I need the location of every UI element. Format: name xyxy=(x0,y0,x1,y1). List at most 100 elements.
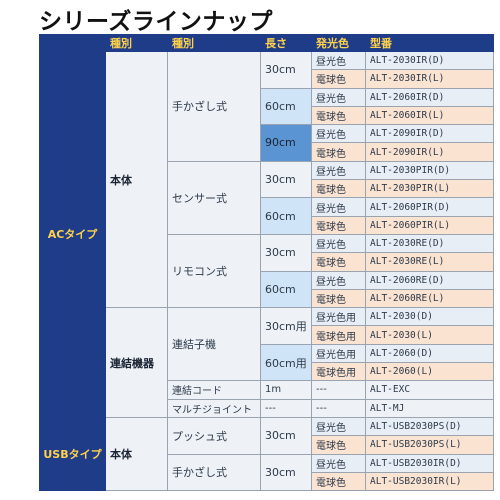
color-cell: --- xyxy=(311,398,366,418)
table-row: 連結コード 1m --- ALT-EXC xyxy=(40,380,494,400)
color-cell: 電球色 xyxy=(311,179,366,199)
model-cell: ALT-USB2030IR(D) xyxy=(365,453,494,473)
color-cell: 電球色 xyxy=(311,215,366,235)
length-cell: 30cm xyxy=(260,51,312,89)
model-cell: ALT-USB2030PS(L) xyxy=(365,435,494,455)
model-cell: ALT-2090IR(L) xyxy=(365,142,494,162)
color-cell: 昼光色用 xyxy=(311,307,366,327)
color-cell: 電球色 xyxy=(311,142,366,162)
header-light-color: 発光色 xyxy=(311,34,366,52)
table-row: USBタイプ 本体 プッシュ式 30cm 昼光色 ALT-USB2030PS(D… xyxy=(39,416,494,492)
model-cell: ALT-2060PIR(L) xyxy=(365,215,494,235)
model-cell: ALT-USB2030PS(D) xyxy=(365,416,494,437)
header-model: 型番 xyxy=(365,34,494,52)
model-cell: ALT-2030PIR(D) xyxy=(365,160,494,181)
color-cell: 昼光色 xyxy=(311,124,366,144)
table-row: マルチジョイント --- --- ALT-MJ xyxy=(40,398,494,418)
color-cell: --- xyxy=(311,380,366,400)
color-cell: 電球色 xyxy=(311,105,366,126)
color-cell: 電球色 xyxy=(311,435,366,455)
length-cell: 60cm xyxy=(260,270,312,309)
color-cell: 昼光色 xyxy=(311,50,366,71)
model-cell: ALT-2060RE(D) xyxy=(365,270,494,290)
style-remote: リモコン式 xyxy=(167,233,261,309)
color-cell: 昼光色 xyxy=(311,270,366,290)
lineup-table: 種別 種別 長さ 発光色 型番 ACタイプ 本体 手かざし式 30cm 昼光色 … xyxy=(39,34,494,492)
header-category: 種別 xyxy=(105,34,168,52)
model-cell: ALT-2030(L) xyxy=(365,325,494,345)
model-cell: ALT-2030RE(D) xyxy=(365,233,494,254)
table-header-row: 種別 種別 長さ 発光色 型番 xyxy=(39,34,494,52)
table-row: 電球色用 ALT-2060(L) xyxy=(40,362,494,382)
kind-main: 本体 xyxy=(105,50,168,309)
color-cell: 昼光色 xyxy=(311,233,366,254)
style-link-cord: 連結コード xyxy=(167,380,261,400)
color-cell: 電球色 xyxy=(311,252,366,272)
length-cell: 30cm xyxy=(260,160,312,199)
length-cell: --- xyxy=(260,398,312,418)
model-cell: ALT-2030IR(D) xyxy=(365,50,494,71)
color-cell: 電球色 xyxy=(311,69,366,89)
table-row: 連結機器 連結子機 30cm用 昼光色用 ALT-2030(D) xyxy=(40,307,494,418)
page-title: シリーズラインナップ xyxy=(39,9,273,35)
model-cell: ALT-2030IR(L) xyxy=(365,69,494,89)
model-cell: ALT-2060PIR(D) xyxy=(365,197,494,217)
table-row: センサー式 30cm 昼光色 ALT-2030PIR(D) xyxy=(40,160,494,235)
model-cell: ALT-2090IR(D) xyxy=(365,124,494,144)
style-hand-usb: 手かざし式 xyxy=(167,453,261,492)
model-cell: ALT-2060IR(D) xyxy=(365,87,494,107)
length-cell: 60cm xyxy=(260,87,312,126)
model-cell: ALT-2060(L) xyxy=(365,362,494,382)
table-row: 60cm用 昼光色用 ALT-2060(D) xyxy=(40,343,494,382)
table-row: 60cm 昼光色 ALT-2060RE(D) xyxy=(40,270,494,309)
kind-link: 連結機器 xyxy=(105,307,168,418)
length-cell: 90cm xyxy=(260,124,312,162)
color-cell: 電球色用 xyxy=(311,325,366,345)
length-cell: 30cm xyxy=(260,453,312,492)
length-cell: 60cm用 xyxy=(260,343,312,382)
model-cell: ALT-2030(D) xyxy=(365,307,494,327)
color-cell: 電球色 xyxy=(311,288,366,309)
kind-usb-main: 本体 xyxy=(105,416,168,492)
table-row: 手かざし式 30cm 昼光色 ALT-USB2030IR(D) xyxy=(40,453,494,492)
model-cell: ALT-2030RE(L) xyxy=(365,252,494,272)
style-sensor: センサー式 xyxy=(167,160,261,235)
length-cell: 30cm用 xyxy=(260,307,312,345)
style-multi-joint: マルチジョイント xyxy=(167,398,261,418)
header-type-blank xyxy=(39,34,106,52)
header-length: 長さ xyxy=(260,34,312,52)
table-row: 電球色用 ALT-2030(L) xyxy=(40,325,494,345)
length-cell: 30cm xyxy=(260,416,312,455)
table-row: ACタイプ 本体 手かざし式 30cm 昼光色 ALT-2030IR(D) xyxy=(39,50,494,418)
color-cell: 昼光色 xyxy=(311,197,366,217)
color-cell: 昼光色 xyxy=(311,160,366,181)
table-row: 電球色 ALT-USB2030IR(L) xyxy=(40,471,494,492)
type-ac: ACタイプ xyxy=(39,51,106,418)
style-connector: 連結子機 xyxy=(167,307,261,382)
table-row: 電球色 ALT-2090IR(L) xyxy=(40,142,494,162)
color-cell: 昼光色用 xyxy=(311,343,366,364)
length-cell: 60cm xyxy=(260,197,312,235)
table-row: 電球色 ALT-2030PIR(L) xyxy=(40,179,494,199)
header-subcategory: 種別 xyxy=(167,34,261,52)
table-row: 電球色 ALT-2060IR(L) xyxy=(40,105,494,126)
model-cell: ALT-2060(D) xyxy=(365,343,494,364)
length-cell: 1m xyxy=(260,380,312,400)
color-cell: 昼光色 xyxy=(311,416,366,437)
color-cell: 昼光色 xyxy=(311,87,366,107)
model-cell: ALT-MJ xyxy=(365,398,494,418)
table-row: 電球色 ALT-2030IR(L) xyxy=(40,69,494,89)
table-row: 電球色 ALT-USB2030PS(L) xyxy=(40,435,494,455)
style-hand: 手かざし式 xyxy=(167,51,261,162)
style-push: プッシュ式 xyxy=(167,416,261,455)
color-cell: 昼光色 xyxy=(311,453,366,473)
model-cell: ALT-2060IR(L) xyxy=(365,105,494,126)
color-cell: 電球色 xyxy=(311,471,366,492)
type-usb: USBタイプ xyxy=(39,416,106,492)
table-row: 電球色 ALT-2030RE(L) xyxy=(40,252,494,272)
color-cell: 電球色用 xyxy=(311,362,366,382)
model-cell: ALT-USB2030IR(L) xyxy=(365,471,494,492)
model-cell: ALT-EXC xyxy=(365,380,494,400)
length-cell: 30cm xyxy=(260,233,312,272)
model-cell: ALT-2060RE(L) xyxy=(365,288,494,309)
